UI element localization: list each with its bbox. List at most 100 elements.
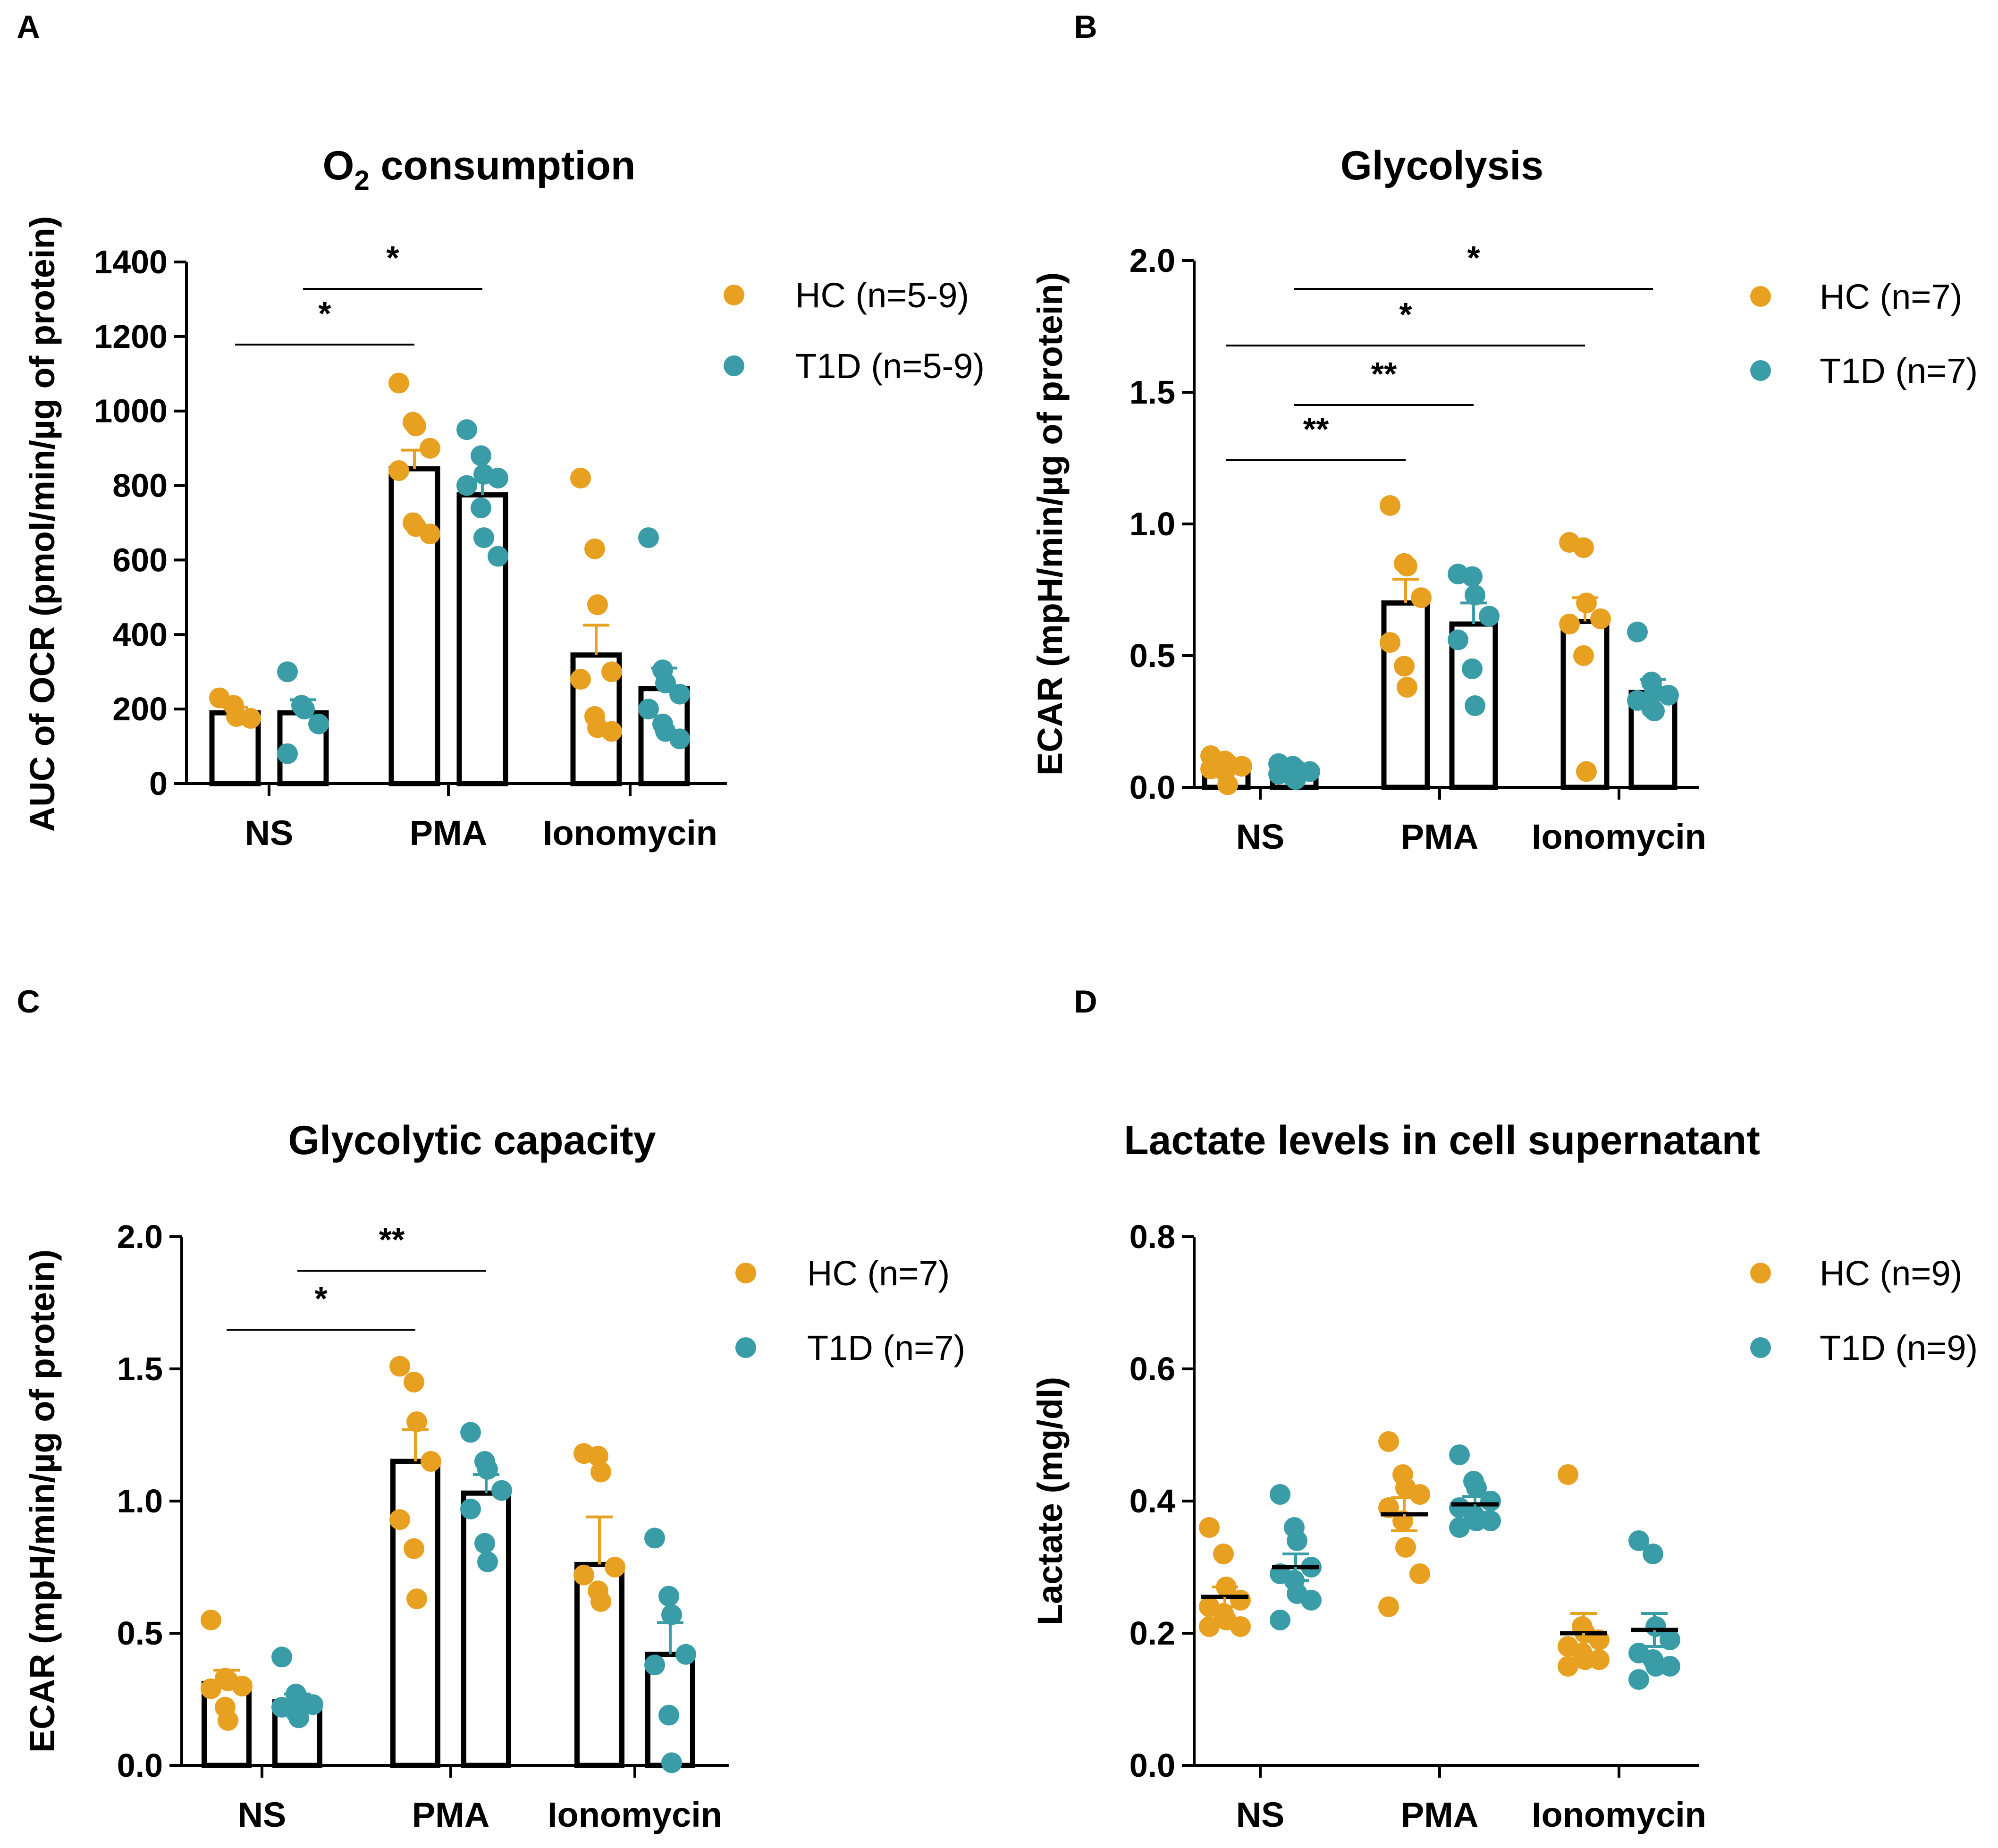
data-point-hc bbox=[389, 1356, 410, 1377]
legend-label-hc: HC (n=9) bbox=[1820, 1254, 1962, 1293]
data-point-hc bbox=[1395, 1537, 1416, 1558]
y-tick-label: 1.5 bbox=[117, 1350, 163, 1387]
data-point-hc bbox=[601, 661, 622, 683]
data-point-hc bbox=[1378, 1431, 1399, 1452]
data-point-t1d bbox=[473, 527, 494, 548]
data-point-hc bbox=[1558, 1464, 1578, 1485]
data-point-t1d bbox=[1462, 566, 1483, 587]
legend-label-hc: HC (n=7) bbox=[1820, 277, 1962, 316]
data-point-hc bbox=[1380, 632, 1400, 653]
data-point-t1d bbox=[675, 1644, 696, 1665]
y-tick-label: 0.0 bbox=[117, 1747, 163, 1784]
legend-label-t1d: T1D (n=7) bbox=[807, 1328, 965, 1367]
data-point-t1d bbox=[460, 1498, 481, 1519]
y-tick-label: 1000 bbox=[94, 393, 168, 430]
panel-title: Glycolytic capacity bbox=[288, 1118, 656, 1163]
y-tick-label: 0.5 bbox=[117, 1615, 163, 1652]
y-tick-label: 800 bbox=[112, 467, 168, 504]
legend-marker-hc bbox=[724, 285, 744, 305]
x-tick-label-ionomycin: Ionomycin bbox=[543, 813, 717, 852]
data-point-t1d bbox=[277, 661, 298, 683]
data-point-hc bbox=[1199, 1517, 1220, 1538]
data-point-t1d bbox=[1628, 1530, 1649, 1551]
data-point-hc bbox=[201, 1678, 221, 1699]
x-tick-label-ns: NS bbox=[1236, 817, 1285, 856]
legend-marker-t1d bbox=[735, 1337, 756, 1358]
y-axis-label: ECAR (mpH/min/µg of protein) bbox=[1030, 272, 1070, 776]
data-point-t1d bbox=[669, 728, 690, 750]
legend-label-t1d: T1D (n=7) bbox=[1820, 351, 1978, 390]
significance-label: * bbox=[386, 239, 399, 276]
y-tick-label: 0.4 bbox=[1130, 1483, 1175, 1519]
significance-label: * bbox=[1467, 239, 1480, 276]
data-point-hc bbox=[1411, 587, 1432, 608]
data-point-hc bbox=[1230, 1616, 1251, 1637]
significance-label: ** bbox=[379, 1221, 405, 1258]
data-point-t1d bbox=[1479, 606, 1500, 627]
y-tick-label: 2.0 bbox=[1130, 242, 1175, 279]
panel-title: Glycolysis bbox=[1340, 143, 1543, 188]
data-point-t1d bbox=[1287, 1530, 1307, 1551]
y-tick-label: 1.0 bbox=[1130, 506, 1175, 542]
data-point-hc bbox=[1576, 761, 1597, 782]
data-point-t1d bbox=[488, 546, 508, 567]
data-point-hc bbox=[218, 1710, 238, 1731]
data-point-hc bbox=[389, 1509, 410, 1530]
data-point-hc bbox=[570, 669, 591, 690]
data-point-t1d bbox=[477, 1551, 498, 1572]
data-point-hc bbox=[588, 1445, 608, 1467]
panel-B: B Glycolysis 0.0 0.5 1.0 1.5 2.0 ECAR (mpH/min/… bbox=[1030, 9, 1978, 856]
x-tick-label-pma: PMA bbox=[410, 813, 487, 852]
data-point-hc bbox=[404, 1538, 424, 1559]
y-tick-label: 0.5 bbox=[1130, 637, 1175, 674]
x-tick-label-pma: PMA bbox=[1401, 1795, 1478, 1834]
data-point-t1d bbox=[1285, 769, 1306, 790]
x-tick-label-ns: NS bbox=[245, 813, 294, 852]
x-tick-label-ns: NS bbox=[1236, 1795, 1285, 1834]
data-point-t1d bbox=[271, 1646, 292, 1668]
data-point-hc bbox=[573, 1564, 594, 1586]
panel-letter: C bbox=[17, 984, 40, 1020]
y-tick-label: 0 bbox=[149, 765, 168, 802]
y-axis-label: ECAR (mpH/min/µg of protein) bbox=[23, 1249, 62, 1753]
legend-marker-t1d bbox=[1750, 1337, 1771, 1358]
y-tick-label: 0.2 bbox=[1130, 1615, 1175, 1652]
data-point-t1d bbox=[658, 1586, 679, 1607]
data-point-t1d bbox=[1465, 695, 1485, 717]
data-point-t1d bbox=[1643, 1544, 1663, 1564]
bar-hc-pma bbox=[390, 1459, 440, 1768]
panel-title: O2 consumption bbox=[323, 143, 636, 196]
y-axis-label: AUC of OCR (pmol/min/µg of protein) bbox=[23, 216, 62, 832]
x-tick-label-pma: PMA bbox=[1401, 817, 1478, 856]
data-point-t1d bbox=[1660, 1656, 1680, 1677]
data-point-t1d bbox=[658, 1705, 679, 1726]
data-point-t1d bbox=[644, 1654, 665, 1676]
data-point-hc bbox=[232, 1676, 253, 1696]
data-point-hc bbox=[1380, 495, 1400, 516]
data-point-t1d bbox=[488, 467, 508, 489]
legend-label-hc: HC (n=5-9) bbox=[795, 276, 969, 315]
data-point-t1d bbox=[1449, 1444, 1470, 1465]
panel-title: Lactate levels in cell supernatant bbox=[1124, 1118, 1760, 1163]
data-point-t1d bbox=[277, 743, 298, 764]
significance-label: ** bbox=[1303, 411, 1329, 447]
data-point-hc bbox=[605, 1557, 625, 1578]
data-point-hc bbox=[406, 1588, 427, 1610]
data-point-t1d bbox=[1465, 584, 1485, 606]
data-point-t1d bbox=[471, 445, 491, 466]
data-point-hc bbox=[421, 1451, 441, 1472]
data-point-t1d bbox=[474, 1533, 495, 1554]
data-point-hc bbox=[1397, 676, 1417, 698]
data-point-t1d bbox=[1301, 1590, 1322, 1611]
data-point-t1d bbox=[308, 713, 329, 734]
y-tick-label: 1.0 bbox=[117, 1483, 163, 1519]
data-point-t1d bbox=[471, 497, 491, 518]
legend-marker-hc bbox=[735, 1263, 756, 1283]
data-point-t1d bbox=[1270, 1610, 1290, 1630]
data-point-hc bbox=[388, 460, 409, 481]
data-point-t1d bbox=[1449, 1517, 1470, 1538]
data-point-hc bbox=[404, 1372, 424, 1392]
data-point-t1d bbox=[288, 1707, 309, 1729]
panel-letter: A bbox=[17, 9, 40, 45]
data-point-hc bbox=[590, 1591, 611, 1612]
